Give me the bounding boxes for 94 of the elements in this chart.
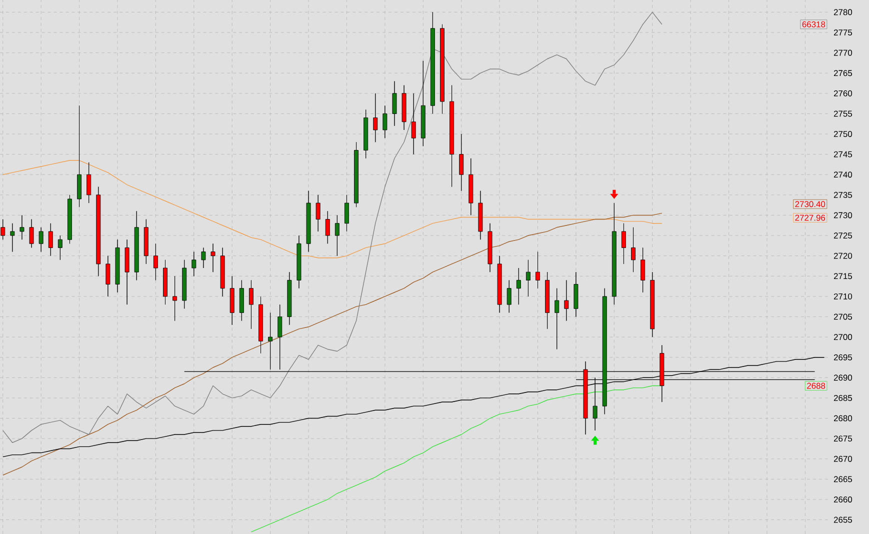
- y-tick-label: 2685: [834, 394, 852, 401]
- candlestick: [172, 276, 178, 322]
- candlestick: [478, 190, 483, 240]
- y-tick-label: 2690: [834, 374, 852, 381]
- candlestick: [344, 194, 349, 232]
- candlestick: [402, 85, 406, 130]
- y-tick-label: 2755: [834, 110, 852, 117]
- candlestick: [536, 252, 540, 289]
- candlestick: [10, 223, 15, 252]
- y-tick-label: 2710: [834, 293, 852, 300]
- candlestick: [248, 280, 254, 330]
- y-tick-label: 2750: [834, 131, 852, 137]
- candlestick: [450, 85, 454, 188]
- candlestick: [58, 235, 62, 260]
- candlestick: [258, 296, 263, 354]
- candlestick: [334, 214, 340, 256]
- annotation: 66318: [802, 21, 826, 28]
- y-tick-label: 2735: [834, 192, 852, 198]
- candlestick: [430, 12, 435, 114]
- y-tick-label: 2700: [834, 334, 852, 340]
- candlestick: [210, 243, 216, 272]
- candlestick: [516, 268, 521, 305]
- candlestick: [459, 134, 464, 192]
- candlestick: [220, 247, 225, 297]
- y-tick-label: 2680: [834, 415, 852, 422]
- candlestick: [38, 227, 44, 252]
- candlestick: [420, 60, 426, 146]
- candlestick: [48, 223, 53, 256]
- y-tick-label: 2765: [834, 70, 852, 76]
- y-tick-label: 2665: [834, 476, 852, 482]
- y-tick-label: 2725: [834, 232, 852, 239]
- candlestick: [115, 239, 120, 293]
- candlestick: [440, 24, 444, 114]
- candlestick: [106, 256, 110, 297]
- candlestick: [96, 186, 101, 276]
- candlestick: [621, 223, 626, 264]
- candlestick: [488, 223, 492, 272]
- candlestick: [124, 239, 130, 305]
- candlestick: [192, 252, 196, 276]
- candlestick: [230, 276, 234, 326]
- candlestick: [144, 219, 148, 264]
- candlestick: [382, 105, 388, 138]
- candlestick: [392, 80, 397, 126]
- candlestick: [354, 142, 359, 208]
- y-tick-label: 2745: [834, 151, 852, 158]
- y-tick-label: 2720: [834, 252, 852, 259]
- candlestick: [0, 219, 6, 240]
- candlestick: [545, 272, 550, 330]
- candlestick: [526, 260, 530, 297]
- y-tick-label: 2770: [834, 50, 852, 56]
- y-tick-label: 2775: [834, 29, 852, 36]
- candlestick: [239, 280, 244, 322]
- candlestick: [640, 247, 646, 293]
- candlestick: [306, 190, 311, 252]
- y-tick-label: 2675: [834, 436, 852, 442]
- y-tick-label: 2715: [834, 273, 852, 280]
- candlestick: [287, 272, 292, 326]
- y-tick-label: 2780: [834, 9, 852, 16]
- candlestick: [29, 219, 34, 248]
- candlestick: [77, 105, 82, 208]
- candlestick: [497, 256, 502, 313]
- candlestick: [364, 109, 368, 159]
- candlestick: [201, 247, 206, 268]
- candlestick: [325, 210, 330, 244]
- annotation: 2730.40: [795, 201, 826, 208]
- candlestick: [554, 288, 560, 350]
- candlestick: [373, 93, 378, 142]
- candlestick: [163, 260, 168, 305]
- candlestick: [86, 162, 92, 204]
- y-tick-label: 2655: [834, 516, 852, 523]
- annotation: 2727.96: [795, 214, 826, 221]
- candlestick: [182, 260, 187, 309]
- candlestick: [650, 272, 655, 338]
- candlestick: [612, 202, 616, 305]
- candlestick: [134, 210, 139, 280]
- candlestick: [68, 194, 72, 244]
- y-tick-label: 2660: [834, 496, 852, 502]
- candlestick: [468, 158, 474, 216]
- annotation: 2688: [807, 382, 826, 389]
- candlestick: [564, 280, 569, 322]
- candlestick: [20, 214, 24, 240]
- candlestick: [631, 227, 636, 272]
- y-tick-label: 2695: [834, 354, 852, 360]
- candlestick: [153, 243, 158, 280]
- y-tick-label: 2740: [834, 172, 852, 178]
- y-tick-label: 2730: [834, 212, 852, 218]
- candlestick: [316, 194, 320, 232]
- y-tick-label: 2705: [834, 314, 852, 320]
- y-tick-label: 2760: [834, 90, 852, 96]
- candlestick: [506, 280, 512, 313]
- candlestick: [411, 93, 416, 155]
- candlestick: [574, 272, 578, 317]
- y-tick-label: 2670: [834, 456, 852, 462]
- candlestick: [296, 235, 302, 289]
